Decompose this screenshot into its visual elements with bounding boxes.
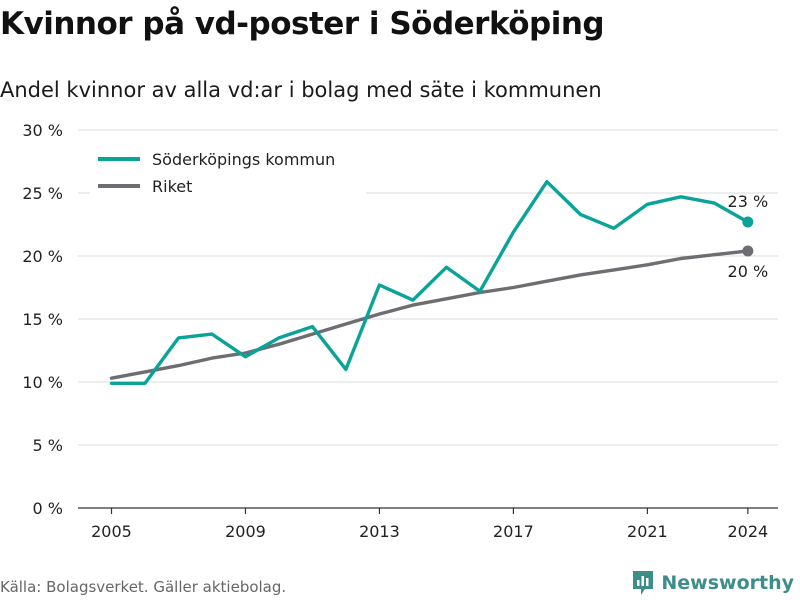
brand-name: Newsworthy [661,572,794,594]
y-tick-label: 5 % [33,436,63,455]
y-tick-label: 15 % [22,310,63,329]
y-tick-label: 20 % [22,247,63,266]
legend: Söderköpings kommun Riket [90,143,366,196]
x-tick-label: 2024 [727,522,768,541]
source-note: Källa: Bolagsverket. Gäller aktiebolag. [0,578,287,596]
series-line-riket [109,249,750,380]
legend-label: Riket [152,177,192,196]
chart-subtitle: Andel kvinnor av alla vd:ar i bolag med … [0,78,602,102]
end-point-soderkoping [742,216,754,228]
y-tick-label: 30 % [22,121,63,140]
y-tick-label: 10 % [22,373,63,392]
y-tick-label: 0 % [33,499,63,518]
brand-logo: Newsworthy [631,569,794,597]
x-tick-label: 2021 [627,522,668,541]
x-tick-label: 2005 [91,522,132,541]
end-label-soderkoping: 23 % [728,192,769,211]
x-tick-label: 2017 [493,522,534,541]
axes: 0 % 5 % 10 % 15 % 20 % 25 % 30 % 2005 2009 2013 20… [22,121,778,541]
end-label-riket: 20 % [728,262,769,281]
x-tick-label: 2009 [225,522,266,541]
end-point-riket [742,245,754,257]
series-lines: 23 % 20 % [109,179,769,385]
chart-title: Kvinnor på vd-poster i Söderköping [0,6,605,42]
newsworthy-logo-icon [633,571,654,595]
x-tick-label: 2013 [359,522,400,541]
series-line-soderkoping [109,179,750,385]
legend-label: Söderköpings kommun [152,150,335,169]
y-tick-label: 25 % [22,184,63,203]
